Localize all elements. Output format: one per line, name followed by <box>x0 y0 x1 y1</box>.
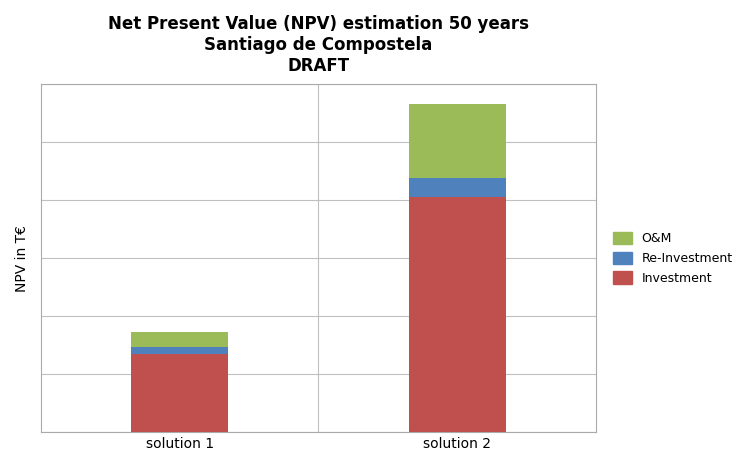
Title: Net Present Value (NPV) estimation 50 years
Santiago de Compostela
DRAFT: Net Present Value (NPV) estimation 50 ye… <box>108 15 529 75</box>
Bar <box>131 332 228 347</box>
Bar <box>409 198 506 432</box>
Y-axis label: NPV in T€: NPV in T€ <box>15 225 29 292</box>
Bar <box>409 104 506 178</box>
Bar <box>131 347 228 354</box>
Bar <box>131 354 228 432</box>
Bar <box>409 178 506 198</box>
Legend: O&M, Re-Investment, Investment: O&M, Re-Investment, Investment <box>608 226 738 290</box>
